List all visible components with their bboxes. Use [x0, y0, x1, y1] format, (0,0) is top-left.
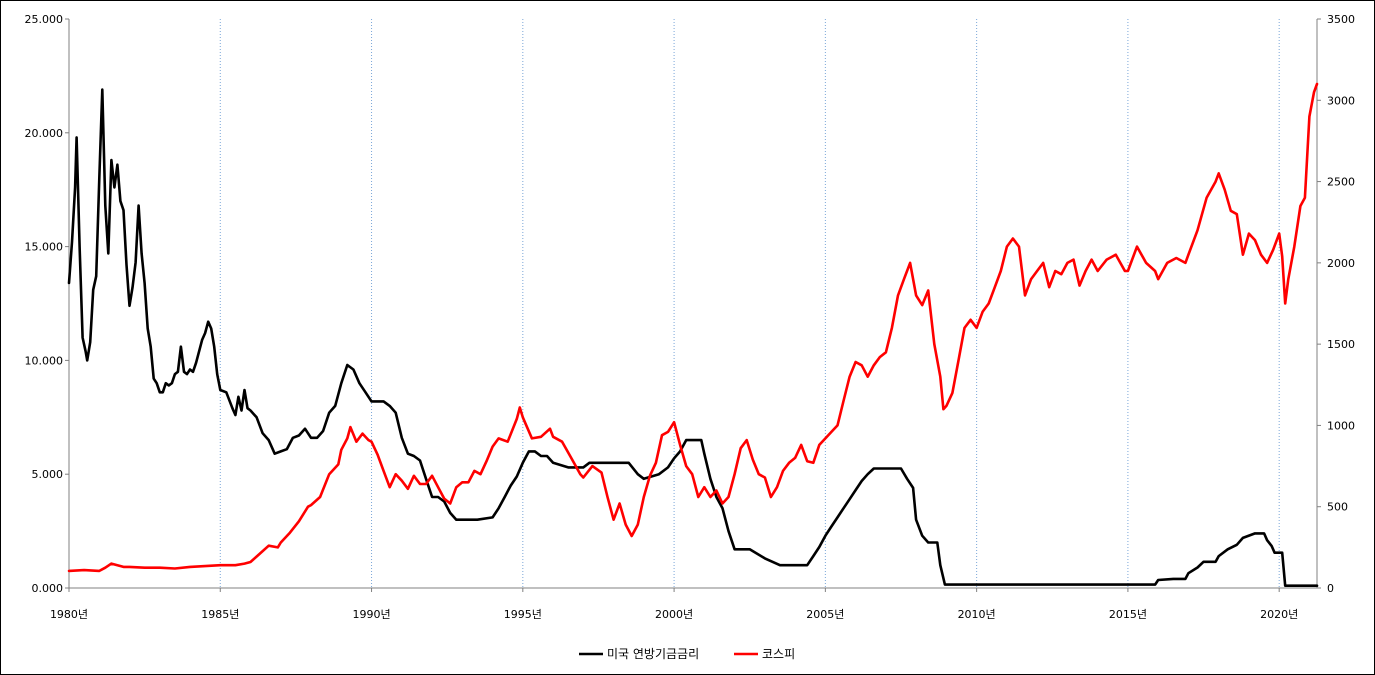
x-tick-label: 1995년 [504, 608, 542, 621]
right-tick-label: 3500 [1327, 13, 1355, 26]
legend-label-2: 코스피 [762, 647, 795, 661]
left-tick-label: 10.000 [25, 354, 64, 367]
x-tick-label: 2005년 [806, 608, 844, 621]
right-tick-label: 1000 [1327, 419, 1355, 432]
x-tick-label: 2020년 [1260, 608, 1298, 621]
right-tick-label: 0 [1327, 582, 1334, 595]
left-tick-label: 25.000 [25, 13, 64, 26]
x-tick-label: 1990년 [352, 608, 390, 621]
legend-label-1: 미국 연방기금금리 [607, 647, 699, 661]
series-line-2 [67, 82, 1319, 573]
legend: 미국 연방기금금리 코스피 [579, 647, 795, 661]
right-tick-label: 3000 [1327, 94, 1355, 107]
right-tick-label: 2500 [1327, 176, 1355, 189]
axes [68, 19, 1318, 589]
x-axis-ticks: 1980년 1985년 1990년 1995년 2000년 2005년 2010년 2015년… [50, 588, 1298, 621]
left-tick-label: 0.000 [32, 582, 64, 595]
left-tick-label: 15.000 [25, 241, 64, 254]
right-axis-ticks: 0 500 1000 1500 2000 2500 3000 3500 [1317, 13, 1355, 595]
vertical-grid [219, 19, 1280, 588]
left-axis-ticks: 0.000 5.000 10.000 15.000 20.000 25.000 [25, 13, 69, 595]
x-tick-label: 1980년 [50, 608, 88, 621]
right-tick-label: 500 [1327, 501, 1348, 514]
x-tick-label: 2000년 [655, 608, 693, 621]
left-tick-label: 5.000 [32, 468, 64, 481]
left-tick-label: 20.000 [25, 127, 64, 140]
x-tick-label: 2015년 [1109, 608, 1147, 621]
right-tick-label: 1500 [1327, 338, 1355, 351]
right-tick-label: 2000 [1327, 257, 1355, 270]
series-lines [67, 82, 1319, 587]
x-tick-label: 1985년 [201, 608, 239, 621]
x-tick-label: 2010년 [958, 608, 996, 621]
series-line-1 [67, 88, 1319, 587]
